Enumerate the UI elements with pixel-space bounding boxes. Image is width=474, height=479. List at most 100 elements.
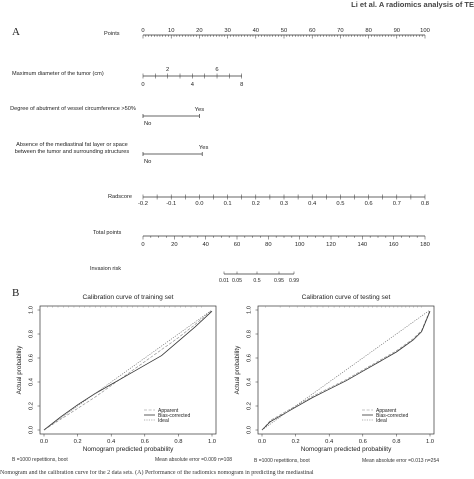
legend-entry: Ideal bbox=[158, 418, 169, 424]
points-tick-label: 20 bbox=[196, 28, 202, 34]
calibration-plot-title: Calibration curve of training set bbox=[83, 294, 174, 301]
risk-tick-label: 0.99 bbox=[289, 278, 299, 284]
series-line-apparent bbox=[261, 309, 431, 431]
row-label-fat: Absence of the mediastinal fat layer or … bbox=[14, 142, 130, 155]
y-tick-label: 0.6 bbox=[247, 354, 253, 362]
row-label-risk: Invasion risk bbox=[90, 266, 122, 272]
series-line-ideal bbox=[43, 309, 213, 431]
points-tick-label: 50 bbox=[281, 28, 287, 34]
y-tick-label: 1.0 bbox=[29, 306, 35, 314]
series-line-apparent bbox=[43, 309, 213, 431]
risk-tick-label: 0.95 bbox=[274, 278, 284, 284]
row-label-total: Total points bbox=[93, 230, 122, 236]
legend-entry: Bias-corrected bbox=[376, 413, 408, 419]
y-tick-label: 0.8 bbox=[247, 330, 253, 338]
diameter-tick-label: 2 bbox=[166, 67, 169, 73]
x-tick-label: 0.8 bbox=[174, 439, 182, 445]
x-tick-label: 0.8 bbox=[392, 439, 400, 445]
x-tick-label: 0.2 bbox=[74, 439, 82, 445]
points-tick-label: 0 bbox=[141, 28, 144, 34]
risk-tick-label: 0.5 bbox=[253, 278, 260, 284]
radscore-tick-label: -0.2 bbox=[138, 201, 148, 207]
points-tick-label: 40 bbox=[253, 28, 259, 34]
row-label-radscore: Radscore bbox=[108, 194, 132, 200]
total-tick-label: 100 bbox=[295, 242, 305, 248]
diameter-tick-label: 4 bbox=[191, 82, 195, 88]
total-tick-label: 140 bbox=[357, 242, 367, 248]
x-axis-label: Nomogram predicted probability bbox=[83, 446, 174, 453]
total-tick-label: 0 bbox=[141, 242, 144, 248]
calibration-plot-frame bbox=[39, 305, 217, 435]
running-header: Li et al. A radiomics analysis of TE bbox=[351, 0, 474, 9]
diameter-tick-label: 6 bbox=[215, 67, 218, 73]
vessel-yes-label: Yes bbox=[195, 107, 205, 113]
x-tick-label: 0.0 bbox=[40, 439, 48, 445]
radscore-tick-label: 0.2 bbox=[252, 201, 260, 207]
y-axis-label: Actual probability bbox=[16, 345, 23, 394]
x-tick-label: 0.4 bbox=[107, 439, 116, 445]
x-tick-label: 0.2 bbox=[292, 439, 300, 445]
panel-label-a: A bbox=[12, 26, 20, 38]
radscore-tick-label: 0.1 bbox=[224, 201, 232, 207]
points-tick-label: 100 bbox=[420, 28, 430, 34]
risk-tick-label: 0.01 bbox=[219, 278, 229, 284]
y-tick-label: 0.4 bbox=[29, 377, 35, 386]
points-tick-label: 90 bbox=[394, 28, 400, 34]
y-tick-label: 0.0 bbox=[247, 426, 253, 434]
y-tick-label: 0.2 bbox=[247, 402, 253, 410]
risk-tick-label: 0.05 bbox=[232, 278, 242, 284]
row-label-diameter: Maximum diameter of the tumor (cm) bbox=[12, 71, 104, 77]
radscore-tick-label: 0.5 bbox=[336, 201, 344, 207]
y-tick-label: 0.4 bbox=[247, 377, 253, 386]
x-axis-label: Nomogram predicted probability bbox=[301, 446, 392, 453]
total-tick-label: 120 bbox=[326, 242, 336, 248]
points-tick-label: 60 bbox=[309, 28, 315, 34]
calibration-plot-frame bbox=[257, 305, 435, 435]
footnote-train-left: B =1000 repetitions, boot bbox=[12, 457, 68, 463]
footnote-test-left: B =1000 repetitions, boot bbox=[254, 458, 310, 464]
points-tick-label: 30 bbox=[224, 28, 230, 34]
y-axis-label: Actual probability bbox=[234, 345, 241, 394]
total-tick-label: 60 bbox=[234, 242, 240, 248]
points-tick-label: 80 bbox=[365, 28, 371, 34]
fat-no-label: No bbox=[144, 159, 151, 165]
radscore-tick-label: 0.8 bbox=[421, 201, 429, 207]
footnote-train-right: Mean absolute error =0.009 n=108 bbox=[155, 457, 232, 463]
legend-entry: Ideal bbox=[376, 418, 387, 424]
y-tick-label: 1.0 bbox=[247, 306, 253, 314]
y-tick-label: 0.2 bbox=[29, 402, 35, 410]
total-tick-label: 20 bbox=[171, 242, 177, 248]
footnote-test-right: Mean absolute error =0.013 n=254 bbox=[362, 458, 439, 464]
total-tick-label: 160 bbox=[389, 242, 399, 248]
x-tick-label: 0.6 bbox=[359, 439, 367, 445]
y-tick-label: 0.6 bbox=[29, 354, 35, 362]
x-tick-label: 1.0 bbox=[208, 439, 216, 445]
diameter-tick-label: 0 bbox=[141, 82, 144, 88]
calibration-plot-title: Calibration curve of testing set bbox=[302, 294, 391, 301]
x-tick-label: 0.4 bbox=[325, 439, 334, 445]
figure-caption: Nomogram and the calibration curve for t… bbox=[0, 470, 314, 476]
panel-label-b: B bbox=[12, 287, 20, 299]
legend-entry: Apparent bbox=[158, 408, 179, 414]
diameter-tick-label: 8 bbox=[240, 82, 243, 88]
x-tick-label: 1.0 bbox=[426, 439, 434, 445]
radscore-tick-label: 0.0 bbox=[195, 201, 203, 207]
radscore-tick-label: 0.6 bbox=[365, 201, 373, 207]
fat-yes-label: Yes bbox=[199, 145, 209, 151]
total-tick-label: 180 bbox=[420, 242, 430, 248]
y-tick-label: 0.0 bbox=[29, 426, 35, 434]
vessel-no-label: No bbox=[144, 121, 151, 127]
legend-entry: Apparent bbox=[376, 408, 397, 414]
radscore-tick-label: 0.7 bbox=[393, 201, 401, 207]
legend-entry: Bias-corrected bbox=[158, 413, 190, 419]
row-label-points: Points bbox=[104, 31, 120, 37]
radscore-tick-label: 0.4 bbox=[308, 201, 317, 207]
points-tick-label: 70 bbox=[337, 28, 343, 34]
x-tick-label: 0.6 bbox=[141, 439, 149, 445]
y-tick-label: 0.8 bbox=[29, 330, 35, 338]
series-line-ideal bbox=[261, 309, 431, 431]
total-tick-label: 80 bbox=[265, 242, 271, 248]
series-line-bias-corrected bbox=[43, 310, 213, 431]
total-tick-label: 40 bbox=[202, 242, 208, 248]
